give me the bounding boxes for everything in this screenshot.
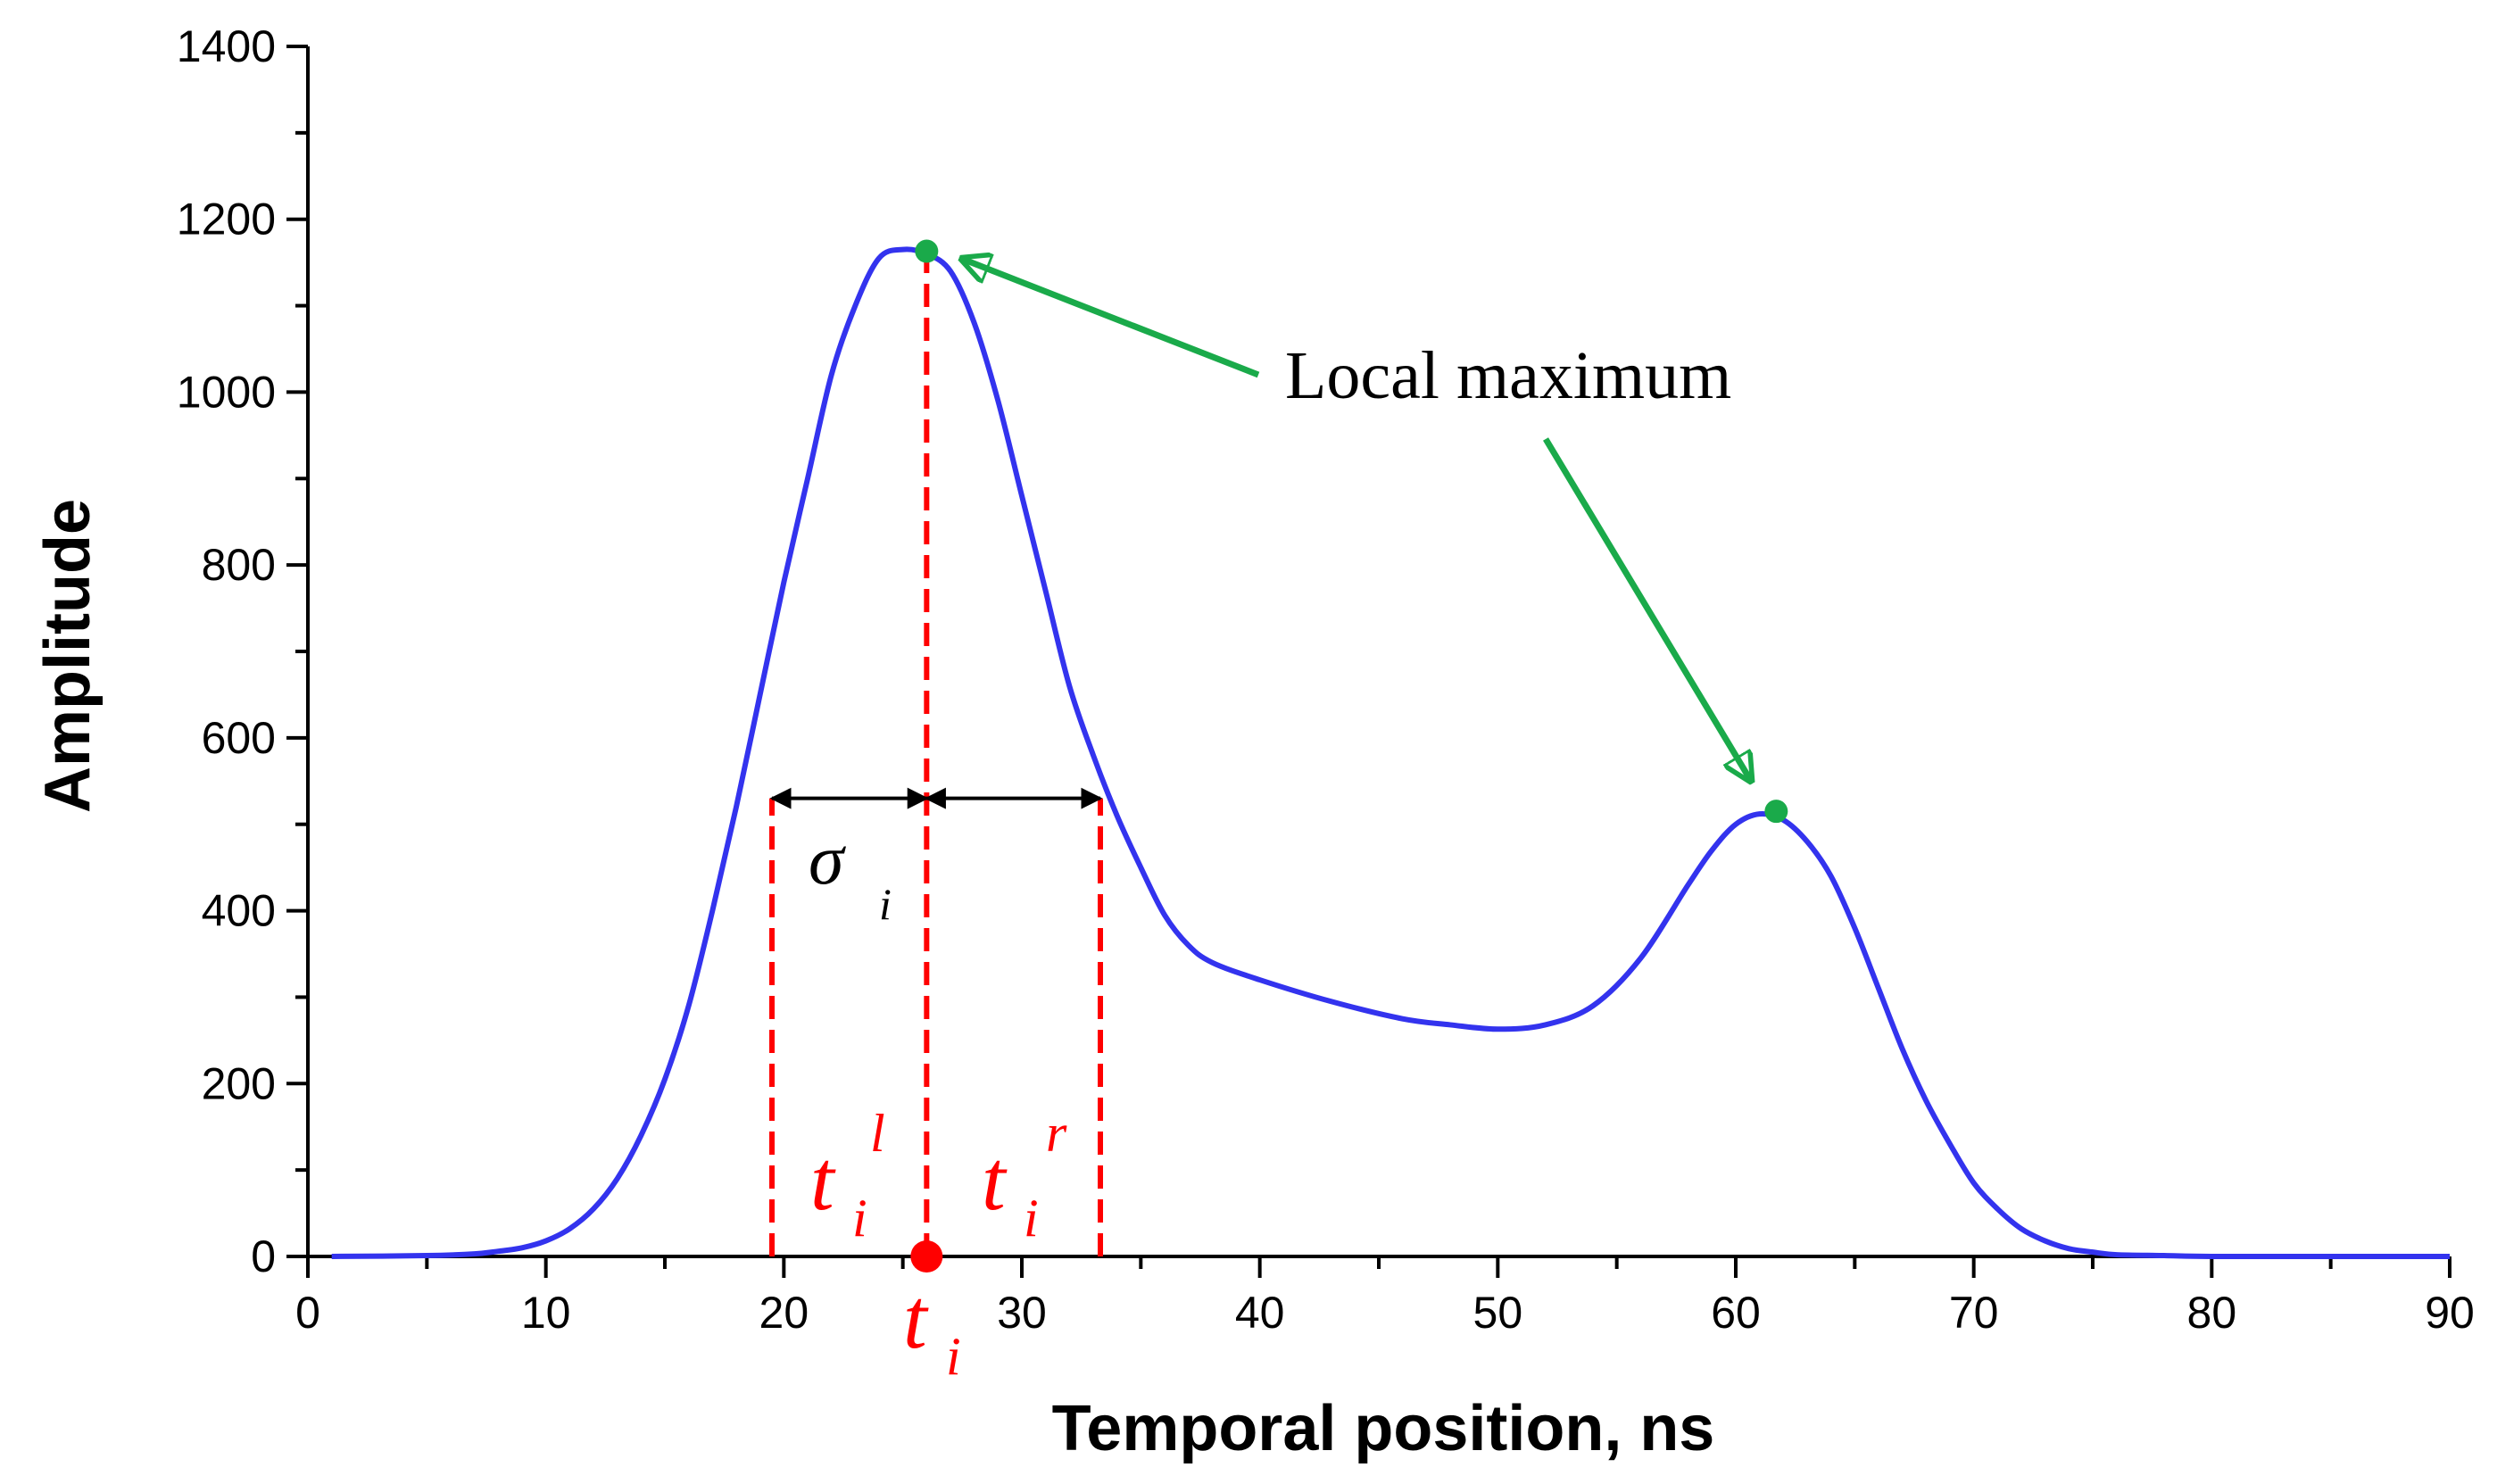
y-tick-label: 400 [202,886,276,936]
sigma-sub: i [879,879,892,929]
t-right-sub: i [1024,1189,1039,1248]
x-tick-label: 40 [1235,1288,1285,1338]
guides [769,251,1103,1256]
x-tick-label: 20 [759,1288,809,1338]
x-tick-label: 70 [1949,1288,1999,1338]
t-center-sub: i [946,1327,961,1386]
x-tick-label: 10 [521,1288,571,1338]
x-tick-label: 90 [2425,1288,2475,1338]
x-tick-label: 60 [1711,1288,1761,1338]
t-left-sub: i [852,1189,867,1248]
y-tick-label: 800 [202,540,276,590]
y-axis-title: Amplitude [32,499,104,813]
local-max-arrow-1 [962,259,1260,378]
y-tick-label: 0 [251,1231,276,1281]
x-ticks: 0 10 20 30 40 50 60 70 80 90 [295,1256,2475,1338]
points [910,239,1788,1273]
local-max-point [1764,800,1788,824]
t-left-label: t [810,1132,836,1228]
t-center-label: t [903,1271,929,1366]
y-ticks: 0 200 400 600 800 1000 1200 1400 [177,21,308,1281]
local-max-point [915,239,939,263]
x-tick-label: 80 [2187,1288,2237,1338]
y-tick-label: 600 [202,713,276,763]
axes [306,46,2450,1258]
center-point [910,1240,943,1273]
local-max-label: Local maximum [1285,338,1731,413]
x-tick-label: 0 [295,1288,320,1338]
t-left-sup: l [870,1104,885,1163]
y-tick-label: 1000 [177,367,276,417]
x-axis-title: Temporal position, ns [1052,1393,1715,1464]
local-max-arrow-2 [1542,437,1751,781]
x-tick-label: 50 [1473,1288,1523,1338]
t-right-sup: r [1046,1104,1067,1163]
y-tick-label: 200 [202,1058,276,1108]
y-tick-label: 1200 [177,195,276,245]
sigma-label: σ [809,821,846,900]
y-tick-label: 1400 [177,21,276,71]
t-right-label: t [982,1132,1008,1228]
series-line [331,246,2450,1260]
x-tick-label: 30 [997,1288,1047,1338]
